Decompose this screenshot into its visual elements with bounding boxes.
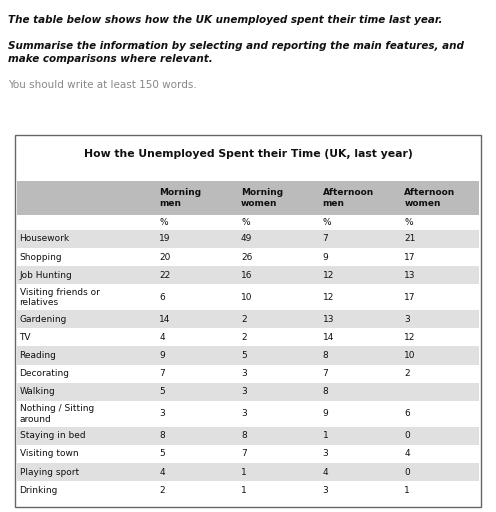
FancyBboxPatch shape [17, 181, 479, 215]
Text: Afternoon
men: Afternoon men [322, 188, 374, 208]
Text: 1: 1 [404, 486, 410, 495]
Text: 3: 3 [241, 409, 247, 418]
Text: 7: 7 [322, 369, 328, 378]
Text: %: % [322, 218, 331, 227]
Text: 2: 2 [241, 314, 247, 324]
Text: 14: 14 [322, 333, 334, 342]
Text: 16: 16 [241, 271, 252, 280]
Text: 3: 3 [404, 314, 410, 324]
FancyBboxPatch shape [17, 426, 479, 445]
Text: 3: 3 [241, 369, 247, 378]
Text: 26: 26 [241, 252, 252, 262]
Text: 2: 2 [404, 369, 410, 378]
Text: 3: 3 [322, 450, 328, 458]
Text: 8: 8 [322, 351, 328, 360]
Text: Nothing / Sitting
around: Nothing / Sitting around [19, 404, 94, 423]
Text: 12: 12 [322, 293, 334, 302]
Text: 49: 49 [241, 234, 252, 243]
FancyBboxPatch shape [17, 328, 479, 347]
Text: Playing sport: Playing sport [19, 467, 79, 477]
FancyBboxPatch shape [17, 285, 479, 310]
Text: Walking: Walking [19, 388, 55, 396]
Text: 8: 8 [241, 431, 247, 440]
Text: 20: 20 [159, 252, 171, 262]
Text: 7: 7 [159, 369, 165, 378]
Text: 21: 21 [404, 234, 416, 243]
Text: 17: 17 [404, 252, 416, 262]
FancyBboxPatch shape [17, 230, 479, 248]
Text: 0: 0 [404, 467, 410, 477]
Text: 12: 12 [322, 271, 334, 280]
Text: Drinking: Drinking [19, 486, 58, 495]
Text: %: % [241, 218, 249, 227]
Text: Visiting town: Visiting town [19, 450, 78, 458]
Text: 3: 3 [159, 409, 165, 418]
Text: Gardening: Gardening [19, 314, 67, 324]
FancyBboxPatch shape [17, 347, 479, 365]
Text: 9: 9 [322, 252, 328, 262]
Text: Job Hunting: Job Hunting [19, 271, 72, 280]
Text: 10: 10 [241, 293, 252, 302]
Text: You should write at least 150 words.: You should write at least 150 words. [8, 80, 197, 90]
Text: The table below shows how the UK unemployed spent their time last year.: The table below shows how the UK unemplo… [8, 15, 442, 25]
Text: Visiting friends or
relatives: Visiting friends or relatives [19, 288, 99, 307]
Text: 9: 9 [322, 409, 328, 418]
FancyBboxPatch shape [17, 248, 479, 266]
Text: Shopping: Shopping [19, 252, 62, 262]
Text: Housework: Housework [19, 234, 69, 243]
Text: 5: 5 [159, 450, 165, 458]
Text: 5: 5 [241, 351, 247, 360]
Text: 17: 17 [404, 293, 416, 302]
Text: Morning
women: Morning women [241, 188, 283, 208]
Text: Staying in bed: Staying in bed [19, 431, 85, 440]
Text: Morning
men: Morning men [159, 188, 201, 208]
FancyBboxPatch shape [17, 481, 479, 499]
Text: 13: 13 [404, 271, 416, 280]
Text: 1: 1 [322, 431, 328, 440]
Text: 1: 1 [241, 467, 247, 477]
Text: 6: 6 [159, 293, 165, 302]
Text: Afternoon
women: Afternoon women [404, 188, 455, 208]
FancyBboxPatch shape [17, 463, 479, 481]
Text: Summarise the information by selecting and reporting the main features, and
make: Summarise the information by selecting a… [8, 41, 464, 64]
Text: 13: 13 [322, 314, 334, 324]
FancyBboxPatch shape [15, 135, 481, 507]
Text: TV: TV [19, 333, 31, 342]
Text: 10: 10 [404, 351, 416, 360]
FancyBboxPatch shape [17, 266, 479, 285]
Text: 4: 4 [322, 467, 328, 477]
Text: Decorating: Decorating [19, 369, 69, 378]
Text: 0: 0 [404, 431, 410, 440]
FancyBboxPatch shape [17, 310, 479, 328]
Text: 3: 3 [241, 388, 247, 396]
Text: 12: 12 [404, 333, 416, 342]
Text: 2: 2 [159, 486, 165, 495]
Text: 7: 7 [322, 234, 328, 243]
Text: Reading: Reading [19, 351, 57, 360]
Text: 1: 1 [241, 486, 247, 495]
Text: 3: 3 [322, 486, 328, 495]
FancyBboxPatch shape [17, 445, 479, 463]
FancyBboxPatch shape [17, 401, 479, 426]
Text: 4: 4 [159, 333, 165, 342]
Text: 9: 9 [159, 351, 165, 360]
Text: 14: 14 [159, 314, 171, 324]
Text: 22: 22 [159, 271, 171, 280]
Text: %: % [404, 218, 413, 227]
Text: 4: 4 [159, 467, 165, 477]
Text: 5: 5 [159, 388, 165, 396]
FancyBboxPatch shape [17, 383, 479, 401]
Text: 4: 4 [404, 450, 410, 458]
Text: How the Unemployed Spent their Time (UK, last year): How the Unemployed Spent their Time (UK,… [84, 149, 412, 159]
Text: 8: 8 [322, 388, 328, 396]
FancyBboxPatch shape [17, 365, 479, 383]
Text: 2: 2 [241, 333, 247, 342]
Text: 8: 8 [159, 431, 165, 440]
Text: 19: 19 [159, 234, 171, 243]
Text: 7: 7 [241, 450, 247, 458]
Text: %: % [159, 218, 168, 227]
Text: 6: 6 [404, 409, 410, 418]
